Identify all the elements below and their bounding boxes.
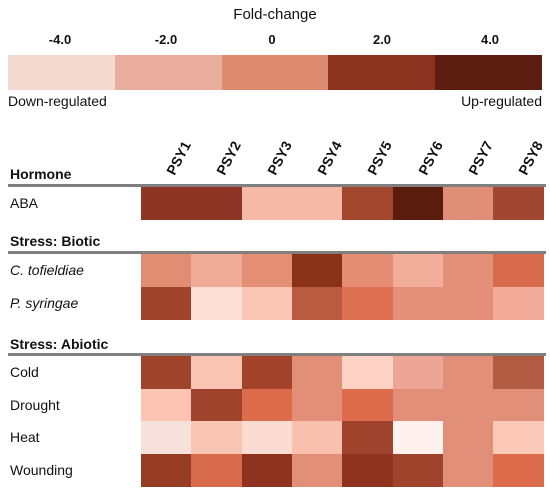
heatmap-cell	[342, 356, 393, 389]
legend-swatch	[8, 55, 115, 90]
heatmap-cell	[141, 388, 192, 422]
row-label: C. tofieldiae	[10, 262, 84, 278]
column-label-psy6: PSY6	[414, 138, 446, 178]
heatmap-cell	[241, 187, 293, 220]
heatmap-cell	[392, 254, 444, 287]
heatmap-cell	[191, 254, 243, 287]
section-divider	[8, 184, 546, 187]
heatmap-cell	[291, 421, 343, 454]
section-divider	[8, 353, 546, 356]
heatmap-cell	[141, 187, 192, 220]
heatmap-cell	[342, 453, 393, 487]
heatmap-cell	[392, 421, 444, 454]
column-label-psy7: PSY7	[464, 138, 496, 178]
heatmap-cell	[141, 356, 192, 389]
down-regulated-label: Down-regulated	[8, 93, 107, 109]
heatmap-cell	[241, 254, 293, 287]
row-label: Wounding	[10, 461, 73, 478]
heatmap-cell	[141, 421, 192, 454]
heatmap-cell	[191, 421, 243, 454]
legend-tick-label: -2.0	[154, 32, 178, 47]
legend-tick-label: 4.0	[480, 32, 500, 47]
heatmap-cell	[493, 453, 544, 487]
heatmap-cell	[291, 286, 343, 320]
heatmap-cell	[442, 254, 494, 287]
heatmap-cell	[493, 286, 544, 320]
heatmap-cell	[291, 187, 343, 220]
heatmap-cell	[342, 388, 393, 422]
heatmap-cell	[392, 388, 444, 422]
heatmap-cell	[442, 356, 494, 389]
heatmap-cell	[141, 286, 192, 320]
row-label: Drought	[10, 396, 60, 413]
section-label: Stress: Biotic	[10, 233, 101, 249]
heatmap-cell	[191, 388, 243, 422]
heatmap-cell	[442, 187, 494, 220]
heatmap-cell	[241, 286, 293, 320]
column-label-psy3: PSY3	[263, 138, 295, 178]
heatmap-cell	[392, 187, 444, 220]
heatmap-cell	[291, 388, 343, 422]
legend-swatch	[435, 55, 542, 90]
heatmap-cell	[191, 356, 243, 389]
heatmap-cell	[241, 388, 293, 422]
row-label: P. syringae	[10, 294, 79, 311]
legend-tick-label: 0	[268, 32, 276, 47]
heatmap-cell	[241, 421, 293, 454]
heatmap-cell	[493, 187, 544, 220]
heatmap-cell	[291, 254, 343, 287]
heatmap-cell	[141, 453, 192, 487]
column-label-psy5: PSY5	[364, 138, 396, 178]
up-regulated-label: Up-regulated	[461, 93, 542, 109]
heatmap-cell	[493, 254, 544, 287]
heatmap-cell	[141, 254, 192, 287]
column-label-psy8: PSY8	[515, 138, 547, 178]
legend-tick-label: 2.0	[372, 32, 392, 47]
heatmap-cell	[493, 356, 544, 389]
heatmap-cell	[392, 356, 444, 389]
heatmap-cell	[392, 286, 444, 320]
section-label: Stress: Abiotic	[10, 336, 109, 352]
heatmap-cell	[342, 286, 393, 320]
legend-title: Fold-change	[233, 6, 317, 23]
heatmap-cell	[342, 187, 393, 220]
legend-swatch	[221, 55, 329, 90]
legend-swatch	[328, 55, 436, 90]
heatmap-cell	[342, 254, 393, 287]
heatmap-cell	[241, 356, 293, 389]
heatmap-cell	[493, 421, 544, 454]
heatmap-cell	[392, 453, 444, 487]
heatmap-cell	[442, 388, 494, 422]
heatmap-cell	[291, 356, 343, 389]
heatmap-cell	[291, 453, 343, 487]
column-label-psy1: PSY1	[163, 138, 194, 178]
heatmap-cell	[442, 453, 494, 487]
legend-tick-label: -4.0	[48, 32, 72, 47]
heatmap-cell	[342, 421, 393, 454]
row-label: Heat	[10, 429, 40, 445]
heatmap-cell	[493, 388, 544, 422]
column-label-psy2: PSY2	[213, 138, 245, 178]
column-label-psy4: PSY4	[313, 138, 345, 178]
heatmap-cell	[191, 286, 243, 320]
heatmap-cell	[191, 187, 243, 220]
row-label: Cold	[10, 364, 39, 380]
heatmap-cell	[442, 286, 494, 320]
heatmap-cell	[191, 453, 243, 487]
row-label: ABA	[10, 195, 39, 211]
heatmap-cell	[442, 421, 494, 454]
section-divider	[8, 251, 546, 254]
heatmap-cell	[241, 453, 293, 487]
legend-swatch	[114, 55, 222, 90]
section-label: Hormone	[10, 166, 72, 182]
